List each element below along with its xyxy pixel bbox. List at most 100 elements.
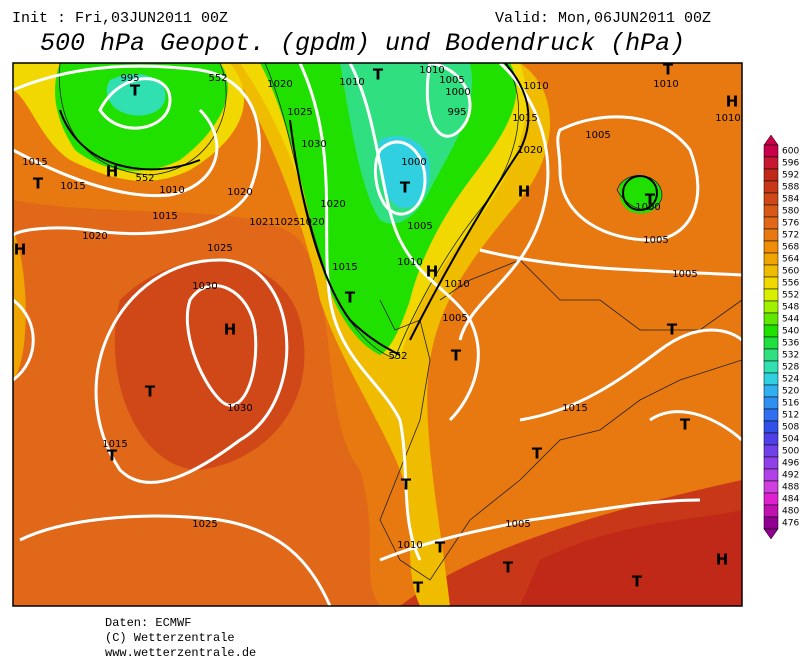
- colorbar-cell: [763, 480, 779, 494]
- colorbar-cell: [763, 384, 779, 398]
- colorbar-cell: [763, 348, 779, 362]
- colorbar-cell: [763, 396, 779, 410]
- isobar-label: 1015: [152, 211, 177, 222]
- footer-copyright: (C) Wetterzentrale: [105, 631, 235, 645]
- colorbar-label: 580: [782, 207, 799, 217]
- colorbar-label: 484: [782, 495, 799, 505]
- colorbar-cell: [763, 516, 779, 530]
- pressure-center: T: [345, 289, 356, 307]
- isobar-label: 1010: [339, 77, 364, 88]
- colorbar-cell: [763, 324, 779, 338]
- footer-url: www.wetterzentrale.de: [105, 646, 256, 660]
- isobar-label: 1005: [585, 130, 610, 141]
- colorbar-cell: [763, 492, 779, 506]
- colorbar-cell: [763, 444, 779, 458]
- pressure-center: H: [716, 551, 729, 569]
- colorbar-cell: [763, 228, 779, 242]
- isobar-label: 1025: [192, 519, 217, 530]
- colorbar-cell: [763, 204, 779, 218]
- isobar-label: 1021: [249, 217, 274, 228]
- isobar-label: 1005: [643, 235, 668, 246]
- colorbar-label: 476: [782, 519, 799, 529]
- colorbar-cell: [763, 192, 779, 206]
- pressure-center: H: [14, 241, 27, 259]
- map-frame: [12, 62, 743, 607]
- colorbar-label: 564: [782, 255, 799, 265]
- colorbar-label: 576: [782, 219, 799, 229]
- colorbar-label: 528: [782, 363, 799, 373]
- pressure-center: T: [145, 383, 156, 401]
- isobar-label: 552: [135, 173, 154, 184]
- colorbar-label: 572: [782, 231, 799, 241]
- isobar-label: 1005: [407, 221, 432, 232]
- colorbar-label: 504: [782, 435, 799, 445]
- colorbar-label: 496: [782, 459, 799, 469]
- pressure-center: H: [726, 93, 739, 111]
- colorbar-label: 596: [782, 159, 799, 169]
- colorbar-label: 600: [782, 147, 799, 157]
- colorbar-label: 512: [782, 411, 799, 421]
- isobar-label: 1030: [227, 403, 252, 414]
- isobar-label: 1005: [672, 269, 697, 280]
- pressure-center: H: [106, 163, 119, 181]
- pressure-center: T: [107, 447, 118, 465]
- colorbar-label: 516: [782, 399, 799, 409]
- colorbar-cell: [763, 336, 779, 350]
- colorbar-cell: [763, 372, 779, 386]
- isobar-label: 552: [388, 351, 407, 362]
- colorbar-cell: [763, 144, 779, 158]
- colorbar-cell: [763, 264, 779, 278]
- isobar-label: 1010: [653, 79, 678, 90]
- isobar-label: 1010: [444, 279, 469, 290]
- colorbar-cell: [763, 288, 779, 302]
- pressure-center: T: [130, 82, 141, 100]
- colorbar-label: 488: [782, 483, 799, 493]
- colorbar-cap-bottom: [763, 528, 779, 540]
- colorbar-label: 544: [782, 315, 799, 325]
- colorbar-cell: [763, 240, 779, 254]
- isobar-label: 1025: [207, 243, 232, 254]
- pressure-center: T: [373, 66, 384, 84]
- colorbar-label: 532: [782, 351, 799, 361]
- isobar-label: 1015: [562, 403, 587, 414]
- colorbar-cell: [763, 276, 779, 290]
- pressure-center: T: [401, 476, 412, 494]
- pressure-center: T: [680, 416, 691, 434]
- isobar-label: 995: [120, 73, 139, 84]
- isobar-label: 1005: [442, 313, 467, 324]
- colorbar-label: 500: [782, 447, 799, 457]
- colorbar-label: 560: [782, 267, 799, 277]
- colorbar-cell: [763, 420, 779, 434]
- isobar-label: 1020: [82, 231, 107, 242]
- isobar-label: 1015: [60, 181, 85, 192]
- colorbar-label: 552: [782, 291, 799, 301]
- colorbar-label: 584: [782, 195, 799, 205]
- init-time: Init : Fri,03JUN2011 00Z: [12, 10, 228, 27]
- colorbar-cell: [763, 504, 779, 518]
- isobar-label: 1000: [445, 87, 470, 98]
- isobar-label: 1020: [227, 187, 252, 198]
- isobar-label: 995: [447, 107, 466, 118]
- isobar-label: 1015: [332, 262, 357, 273]
- colorbar-cell: [763, 456, 779, 470]
- isobar-label: 1005: [505, 519, 530, 530]
- colorbar-label: 592: [782, 171, 799, 181]
- pressure-center: T: [532, 445, 543, 463]
- colorbar-label: 536: [782, 339, 799, 349]
- colorbar-cell: [763, 168, 779, 182]
- colorbar-label: 520: [782, 387, 799, 397]
- isobar-label: 1005: [439, 75, 464, 86]
- isobar-label: 552: [208, 73, 227, 84]
- pressure-center: T: [33, 175, 44, 193]
- isobar-label: 1020: [320, 199, 345, 210]
- pressure-center: H: [224, 321, 237, 339]
- pressure-center: T: [435, 539, 446, 557]
- isobar-label: 1020: [299, 217, 324, 228]
- pressure-center: T: [645, 191, 656, 209]
- colorbar-cell: [763, 468, 779, 482]
- pressure-center: T: [667, 321, 678, 339]
- pressure-center: H: [518, 183, 531, 201]
- footer-source: Daten: ECMWF: [105, 616, 191, 630]
